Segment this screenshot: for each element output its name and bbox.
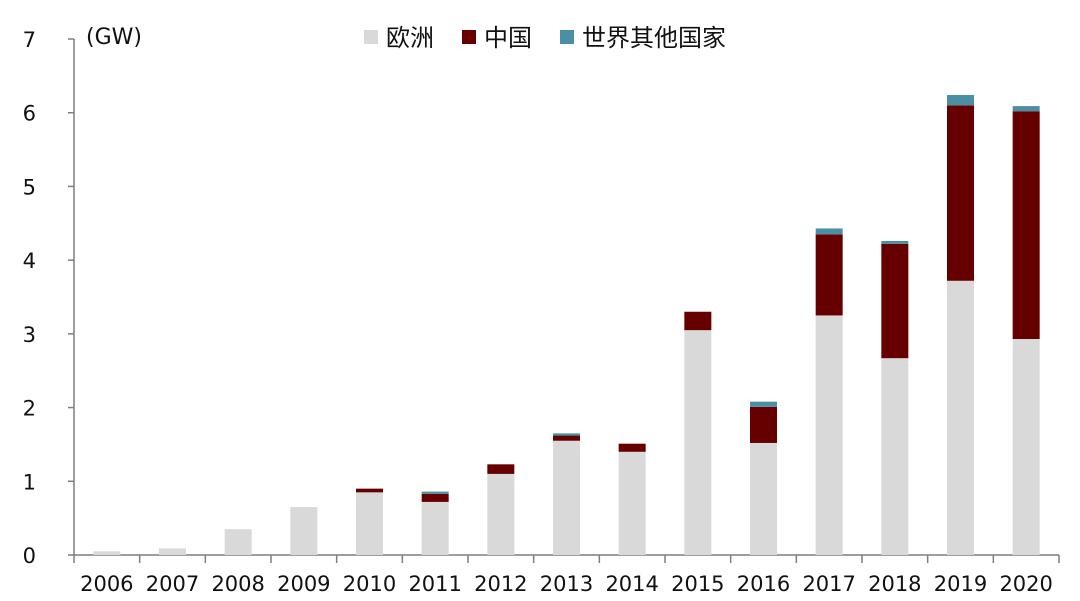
x-tick-label: 2015 — [671, 572, 724, 596]
bar-segment-2016-series-2 — [750, 401, 777, 407]
legend: 欧洲 中国 世界其他国家 — [364, 24, 726, 52]
legend-label: 欧洲 — [386, 24, 434, 52]
legend-swatch — [560, 30, 574, 44]
bar-segment-2020-series-0 — [1012, 339, 1040, 555]
bar-segment-2019-series-1 — [947, 105, 974, 281]
bar-segment-2011-series-0 — [421, 501, 449, 555]
bar-segment-2018-series-0 — [881, 358, 909, 555]
legend-swatch — [462, 30, 476, 44]
bar-segment-2009-series-0 — [290, 507, 318, 555]
x-tick-label: 2009 — [277, 572, 330, 596]
x-tick-label: 2006 — [80, 572, 133, 596]
bar-segment-2006-series-0 — [93, 551, 121, 555]
bar-segment-2014-series-1 — [618, 443, 646, 452]
bar-segment-2020-series-2 — [1012, 106, 1040, 112]
y-tick-label: 3 — [23, 323, 36, 347]
x-tick-label: 2010 — [343, 572, 396, 596]
y-tick-label: 6 — [23, 102, 36, 126]
bar-segment-2020-series-1 — [1012, 111, 1040, 340]
bar-segment-2017-series-0 — [815, 315, 843, 555]
bar-segment-2013-series-0 — [553, 440, 580, 555]
bar-segment-2010-series-0 — [356, 492, 383, 555]
y-axis: 0 1 2 3 4 5 6 7 — [23, 28, 75, 568]
x-tick-label: 2012 — [474, 572, 527, 596]
bar-segment-2016-series-1 — [750, 406, 777, 443]
y-unit-label: (GW) — [86, 25, 142, 50]
x-tick-label: 2013 — [540, 572, 593, 596]
x-tick-label: 2017 — [802, 572, 855, 596]
x-axis: 2006 2007 2008 2009 2010 2011 2012 2013 2014 2015… — [73, 554, 1060, 596]
bar-segment-2015-series-1 — [684, 311, 712, 331]
bars — [93, 95, 1040, 555]
y-tick-label: 1 — [23, 470, 36, 494]
bar-segment-2016-series-0 — [750, 442, 777, 555]
bar-segment-2008-series-0 — [224, 529, 252, 555]
y-tick-label: 2 — [23, 397, 36, 421]
bar-segment-2012-series-0 — [487, 473, 515, 555]
x-tick-label: 2014 — [605, 572, 658, 596]
bar-segment-2013-series-1 — [553, 435, 580, 441]
y-tick-label: 7 — [23, 28, 36, 52]
bar-segment-2013-series-2 — [553, 433, 580, 436]
x-tick-label: 2011 — [408, 572, 461, 596]
x-tick-label: 2007 — [146, 572, 199, 596]
bar-segment-2015-series-0 — [684, 330, 712, 555]
x-tick-label: 2018 — [868, 572, 921, 596]
x-tick-label: 2016 — [737, 572, 790, 596]
legend-label: 世界其他国家 — [582, 24, 726, 52]
bar-segment-2014-series-0 — [618, 451, 646, 555]
bar-segment-2012-series-1 — [487, 464, 515, 474]
bar-segment-2010-series-1 — [356, 488, 383, 493]
y-tick-label: 0 — [23, 544, 36, 568]
x-tick-label: 2008 — [211, 572, 264, 596]
bar-segment-2011-series-1 — [421, 493, 449, 502]
bar-segment-2019-series-0 — [947, 280, 974, 555]
legend-swatch — [364, 30, 378, 44]
bar-segment-2017-series-2 — [815, 228, 843, 235]
bar-segment-2011-series-2 — [421, 491, 449, 494]
bar-segment-2017-series-1 — [815, 234, 843, 316]
legend-label: 中国 — [484, 24, 532, 52]
y-tick-label: 4 — [23, 249, 36, 273]
bar-segment-2018-series-1 — [881, 243, 909, 359]
x-tick-label: 2020 — [999, 572, 1052, 596]
y-tick-label: 5 — [23, 175, 36, 199]
bar-segment-2018-series-2 — [881, 240, 909, 244]
x-tick-label: 2019 — [934, 572, 987, 596]
bar-segment-2019-series-2 — [947, 95, 974, 106]
bar-segment-2007-series-0 — [159, 548, 186, 555]
